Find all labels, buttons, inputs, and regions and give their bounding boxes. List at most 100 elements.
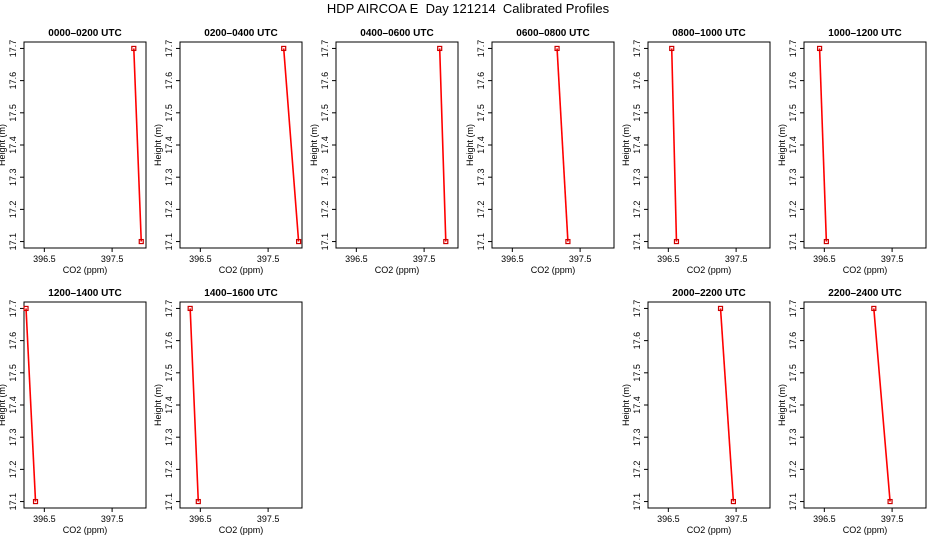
data-point: [565, 238, 571, 245]
y-tick-label: 17.5: [476, 104, 486, 122]
y-tick-label: 17.5: [788, 104, 798, 122]
x-tick-label: 396.5: [33, 254, 56, 264]
x-axis-label: CO2 (ppm): [63, 265, 108, 275]
x-tick-label: 397.5: [881, 254, 904, 264]
x-tick-label: 397.5: [257, 514, 280, 524]
x-tick-label: 396.5: [657, 514, 680, 524]
y-tick-label: 17.3: [632, 168, 642, 186]
profile-line: [670, 48, 678, 242]
data-point: [131, 45, 137, 52]
y-axis-label: Height (m): [0, 384, 7, 426]
panel-title: 0800–1000 UTC: [672, 28, 745, 39]
y-tick-label: 17.4: [788, 396, 798, 414]
y-tick-label: 17.5: [632, 104, 642, 122]
data-point: [437, 45, 443, 52]
profile-line: [282, 48, 300, 242]
y-tick-label: 17.3: [632, 428, 642, 446]
y-tick-label: 17.2: [8, 461, 18, 479]
y-tick-label: 17.4: [164, 136, 174, 154]
y-tick-label: 17.7: [320, 40, 330, 58]
data-point: [823, 238, 829, 245]
plot-frame: [803, 301, 927, 509]
y-tick-label: 17.6: [320, 72, 330, 90]
x-tick-label: 397.5: [725, 254, 748, 264]
x-axis-label: CO2 (ppm): [219, 525, 264, 535]
y-tick-label: 17.6: [476, 72, 486, 90]
panel-title: 2000–2200 UTC: [672, 288, 745, 299]
profile-line: [189, 308, 200, 502]
y-axis-label: Height (m): [777, 384, 787, 426]
y-tick-label: 17.6: [788, 332, 798, 350]
panel-9: 2200–2400 UTC 396.5 397.5 17.1 17.2 17.3 17.4 1…: [777, 288, 927, 535]
y-axis-label: Height (m): [309, 124, 319, 166]
y-tick-label: 17.2: [476, 201, 486, 219]
x-tick-label: 396.5: [189, 254, 212, 264]
y-tick-label: 17.5: [788, 364, 798, 382]
panel-title: 0600–0800 UTC: [516, 28, 589, 39]
x-tick-label: 397.5: [101, 254, 124, 264]
y-axis-label: Height (m): [777, 124, 787, 166]
y-tick-label: 17.3: [164, 428, 174, 446]
y-tick-label: 17.6: [8, 332, 18, 350]
y-tick-label: 17.2: [788, 201, 798, 219]
x-axis-label: CO2 (ppm): [375, 265, 420, 275]
y-tick-label: 17.6: [788, 72, 798, 90]
profile-line: [818, 48, 828, 242]
y-axis-label: Height (m): [465, 124, 475, 166]
x-tick-label: 397.5: [881, 514, 904, 524]
panel-title: 0400–0600 UTC: [360, 28, 433, 39]
y-tick-label: 17.6: [164, 332, 174, 350]
figure-title: HDP AIRCOA E Day 121214 Calibrated Profi…: [326, 1, 610, 16]
data-point: [296, 238, 302, 245]
data-point: [871, 305, 877, 312]
y-tick-label: 17.7: [8, 300, 18, 318]
profile-line: [719, 308, 735, 502]
y-tick-label: 17.7: [632, 40, 642, 58]
y-tick-label: 17.6: [632, 332, 642, 350]
y-tick-label: 17.4: [164, 396, 174, 414]
data-point: [187, 305, 193, 312]
y-tick-label: 17.3: [788, 168, 798, 186]
y-tick-label: 17.3: [164, 168, 174, 186]
y-axis-label: Height (m): [153, 384, 163, 426]
y-tick-label: 17.4: [320, 136, 330, 154]
data-point: [554, 45, 560, 52]
y-tick-label: 17.6: [8, 72, 18, 90]
x-tick-label: 397.5: [569, 254, 592, 264]
x-tick-label: 396.5: [189, 514, 212, 524]
data-point: [23, 305, 29, 312]
panel-1: 0200–0400 UTC 396.5 397.5 17.1 17.2 17.3 17.4 1…: [153, 28, 303, 275]
y-tick-label: 17.7: [164, 40, 174, 58]
panel-title: 1400–1600 UTC: [204, 288, 277, 299]
plot-frame: [23, 301, 147, 509]
profile-line: [438, 48, 447, 242]
y-tick-label: 17.2: [320, 201, 330, 219]
y-tick-label: 17.1: [788, 493, 798, 511]
panel-7: 1400–1600 UTC 396.5 397.5 17.1 17.2 17.3 17.4 1…: [153, 288, 303, 535]
y-tick-label: 17.3: [8, 428, 18, 446]
y-tick-label: 17.3: [476, 168, 486, 186]
y-tick-label: 17.1: [476, 233, 486, 251]
panel-5: 1000–1200 UTC 396.5 397.5 17.1 17.2 17.3 17.4 1…: [777, 28, 927, 275]
x-tick-label: 396.5: [501, 254, 524, 264]
x-tick-label: 397.5: [413, 254, 436, 264]
panel-6: 1200–1400 UTC 396.5 397.5 17.1 17.2 17.3 17.4 1…: [0, 288, 147, 535]
y-tick-label: 17.2: [632, 201, 642, 219]
y-tick-label: 17.2: [632, 461, 642, 479]
panel-4: 0800–1000 UTC 396.5 397.5 17.1 17.2 17.3 17.4 1…: [621, 28, 771, 275]
data-point: [443, 238, 449, 245]
y-tick-label: 17.7: [632, 300, 642, 318]
y-tick-label: 17.4: [632, 396, 642, 414]
panel-title: 1200–1400 UTC: [48, 288, 121, 299]
y-axis-label: Height (m): [621, 124, 631, 166]
y-tick-label: 17.1: [632, 493, 642, 511]
y-axis-label: Height (m): [0, 124, 7, 166]
y-tick-label: 17.4: [8, 136, 18, 154]
y-tick-label: 17.2: [788, 461, 798, 479]
x-tick-label: 396.5: [345, 254, 368, 264]
plot-frame: [647, 41, 771, 249]
y-tick-label: 17.4: [632, 136, 642, 154]
y-tick-label: 17.2: [164, 461, 174, 479]
panel-title: 1000–1200 UTC: [828, 28, 901, 39]
x-tick-label: 397.5: [101, 514, 124, 524]
